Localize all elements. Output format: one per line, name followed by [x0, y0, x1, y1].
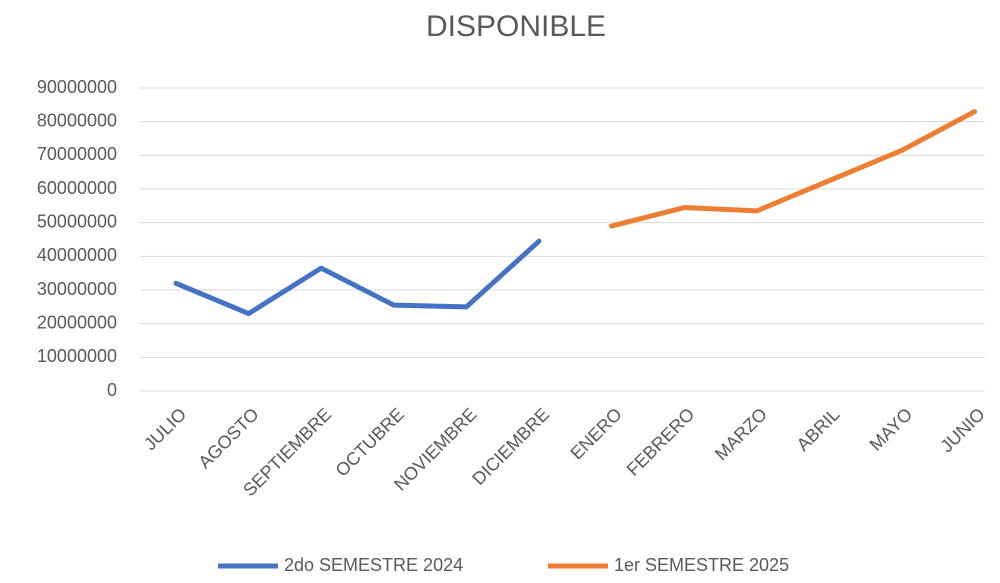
x-tick-label: AGOSTO — [194, 404, 262, 472]
x-tick-label: OCTUBRE — [332, 404, 408, 480]
x-tick-label: ENERO — [566, 404, 625, 463]
y-tick-label: 0 — [107, 380, 117, 400]
y-tick-label: 30000000 — [37, 279, 117, 299]
series-line — [609, 109, 978, 229]
chart-title: DISPONIBLE — [426, 10, 606, 43]
y-tick-label: 20000000 — [37, 312, 117, 332]
x-tick-label: DICIEMBRE — [468, 404, 553, 489]
x-tick-label: JULIO — [140, 404, 190, 454]
y-tick-label: 90000000 — [37, 77, 117, 97]
y-tick-label: 70000000 — [37, 144, 117, 164]
legend-label: 2do SEMESTRE 2024 — [284, 555, 463, 575]
y-tick-label: 40000000 — [37, 245, 117, 265]
y-tick-label: 80000000 — [37, 110, 117, 130]
y-tick-label: 60000000 — [37, 178, 117, 198]
y-tick-label: 50000000 — [37, 211, 117, 231]
series-line — [173, 238, 542, 317]
legend-label: 1er SEMESTRE 2025 — [614, 555, 789, 575]
x-tick-label: ABRIL — [793, 404, 844, 455]
x-tick-label: FEBRERO — [623, 404, 699, 480]
y-tick-label: 10000000 — [37, 346, 117, 366]
x-tick-label: MARZO — [711, 404, 771, 464]
x-tick-label: MAYO — [866, 404, 917, 455]
x-tick-label: JUNIO — [936, 404, 988, 456]
